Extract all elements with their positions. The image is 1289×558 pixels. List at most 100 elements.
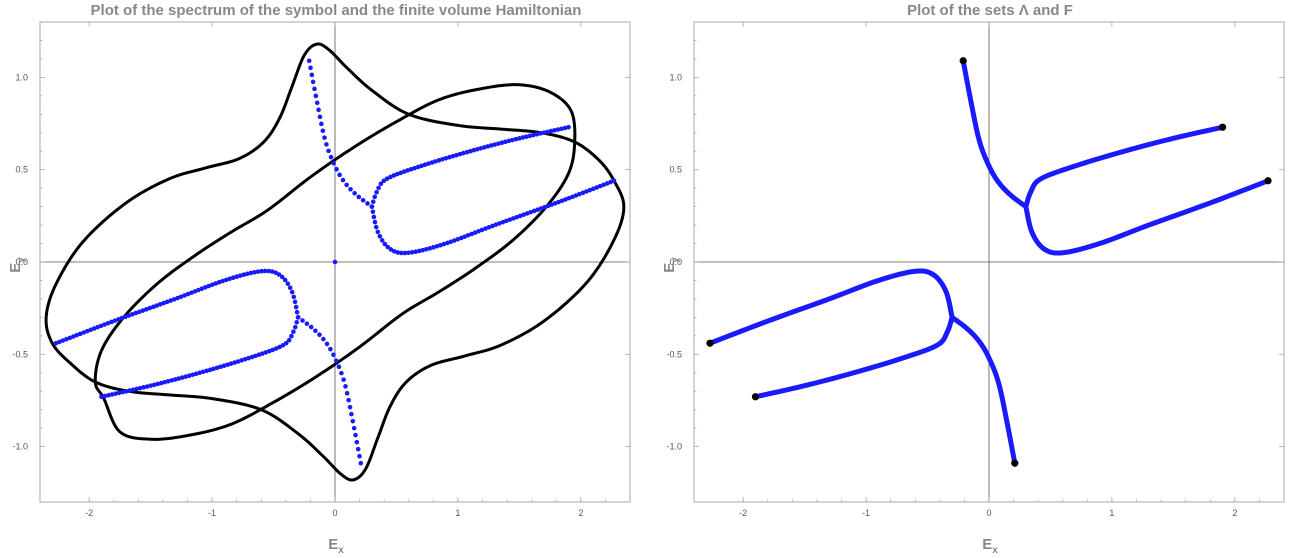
- spectrum-point: [440, 157, 445, 162]
- spectrum-point: [429, 160, 435, 165]
- lambda-set-branch: [707, 268, 955, 346]
- spectrum-point: [168, 298, 173, 303]
- spectrum-point: [510, 137, 515, 143]
- spectrum-point: [465, 233, 471, 238]
- spectrum-point: [450, 153, 456, 159]
- spectrum-point: [517, 136, 522, 141]
- spectrum-point: [143, 307, 149, 312]
- spectrum-point: [427, 246, 433, 251]
- spectrum-point: [472, 230, 478, 235]
- spectrum-point: [285, 281, 291, 286]
- spectrum-point: [313, 328, 318, 334]
- spectrum-point: [256, 352, 262, 358]
- spectrum-point: [497, 221, 502, 226]
- spectrum-point: [545, 203, 551, 209]
- spectrum-point: [123, 389, 129, 394]
- spectrum-point: [266, 348, 272, 354]
- spectrum-point: [527, 133, 533, 139]
- spectrum-plot-x-tick-label: -2: [85, 508, 93, 518]
- spectrum-point: [419, 163, 424, 169]
- spectrum-point: [157, 302, 163, 307]
- spectrum-point: [365, 201, 370, 206]
- spectrum-point: [172, 377, 178, 382]
- spectrum-point: [382, 241, 388, 247]
- spectrum-point: [500, 219, 506, 225]
- spectrum-point: [445, 240, 450, 246]
- spectrum-point: [524, 134, 529, 139]
- spectrum-point: [225, 362, 230, 367]
- sets-plot-x-tick-label: -1: [862, 508, 870, 518]
- spectrum-point: [109, 392, 115, 397]
- spectrum-point: [420, 247, 426, 253]
- spectrum-point: [112, 318, 118, 323]
- spectrum-point: [563, 197, 568, 202]
- spectrum-point: [141, 385, 146, 390]
- spectrum-point: [60, 338, 66, 343]
- spectrum-point: [357, 453, 362, 459]
- spectrum-point: [239, 358, 244, 363]
- spectrum-point: [206, 283, 212, 289]
- spectrum-point: [123, 314, 128, 320]
- spectrum-point: [462, 234, 468, 239]
- spectrum-point: [71, 334, 76, 339]
- spectrum-point: [147, 305, 153, 311]
- spectrum-point: [144, 384, 150, 389]
- spectrum-point: [415, 164, 421, 170]
- spectrum-point: [594, 185, 599, 190]
- spectrum-plot-y-axis-label: Ey: [7, 257, 27, 273]
- spectrum-point: [492, 142, 498, 147]
- spectrum-point: [293, 304, 299, 310]
- lambda-set-branch: [949, 314, 1018, 466]
- spectrum-point: [308, 324, 314, 330]
- spectrum-point: [136, 309, 142, 315]
- spectrum-point: [228, 361, 234, 366]
- spectrum-point: [483, 226, 488, 231]
- spectrum-point: [221, 363, 227, 369]
- spectrum-point: [413, 249, 418, 255]
- spectrum-point: [218, 364, 223, 370]
- spectrum-point: [436, 158, 442, 163]
- spectrum-point: [378, 181, 384, 187]
- spectrum-point: [541, 130, 547, 135]
- spectrum-point: [266, 268, 271, 274]
- spectrum-plot-points: [53, 58, 617, 466]
- spectrum-point: [313, 93, 319, 99]
- spectrum-point: [113, 391, 118, 396]
- lambda-set-branch: [960, 58, 1029, 210]
- spectrum-point: [320, 128, 326, 134]
- spectrum-point: [196, 287, 201, 293]
- spectrum-point: [164, 299, 170, 305]
- spectrum-point: [317, 114, 323, 120]
- spectrum-point: [186, 373, 192, 379]
- spectrum-point: [423, 246, 429, 252]
- spectrum-point: [322, 135, 327, 140]
- spectrum-point: [214, 365, 220, 371]
- spectrum-point: [326, 148, 331, 154]
- spectrum-point: [287, 285, 293, 291]
- spectrum-point: [150, 304, 156, 310]
- spectrum-point: [377, 233, 383, 239]
- spectrum-point: [283, 340, 289, 346]
- spectrum-plot-ticks: -2 -1 0 1 2 -1.0 -0.5 0.0 0.5 1.0: [12, 22, 630, 518]
- spectrum-point: [336, 364, 342, 370]
- spectrum-point: [246, 355, 251, 361]
- spectrum-point: [244, 271, 250, 277]
- spectrum-point: [176, 376, 182, 381]
- spectrum-point: [295, 315, 301, 320]
- spectrum-plot-x-tick-label: 0: [332, 508, 337, 518]
- spectrum-point: [308, 65, 313, 71]
- spectrum-point: [469, 231, 474, 237]
- spectrum-point: [81, 330, 87, 335]
- sets-plot-curves: [707, 58, 1271, 466]
- spectrum-point: [130, 387, 136, 393]
- spectrum-point: [249, 354, 255, 360]
- spectrum-point: [321, 336, 326, 342]
- spectrum-point: [67, 335, 73, 341]
- spectrum-point: [179, 375, 185, 380]
- spectrum-point: [316, 107, 321, 113]
- spectrum-point: [211, 366, 216, 372]
- spectrum-point: [178, 294, 184, 300]
- spectrum-point: [84, 328, 90, 334]
- spectrum-point: [395, 250, 401, 255]
- spectrum-point: [126, 313, 132, 318]
